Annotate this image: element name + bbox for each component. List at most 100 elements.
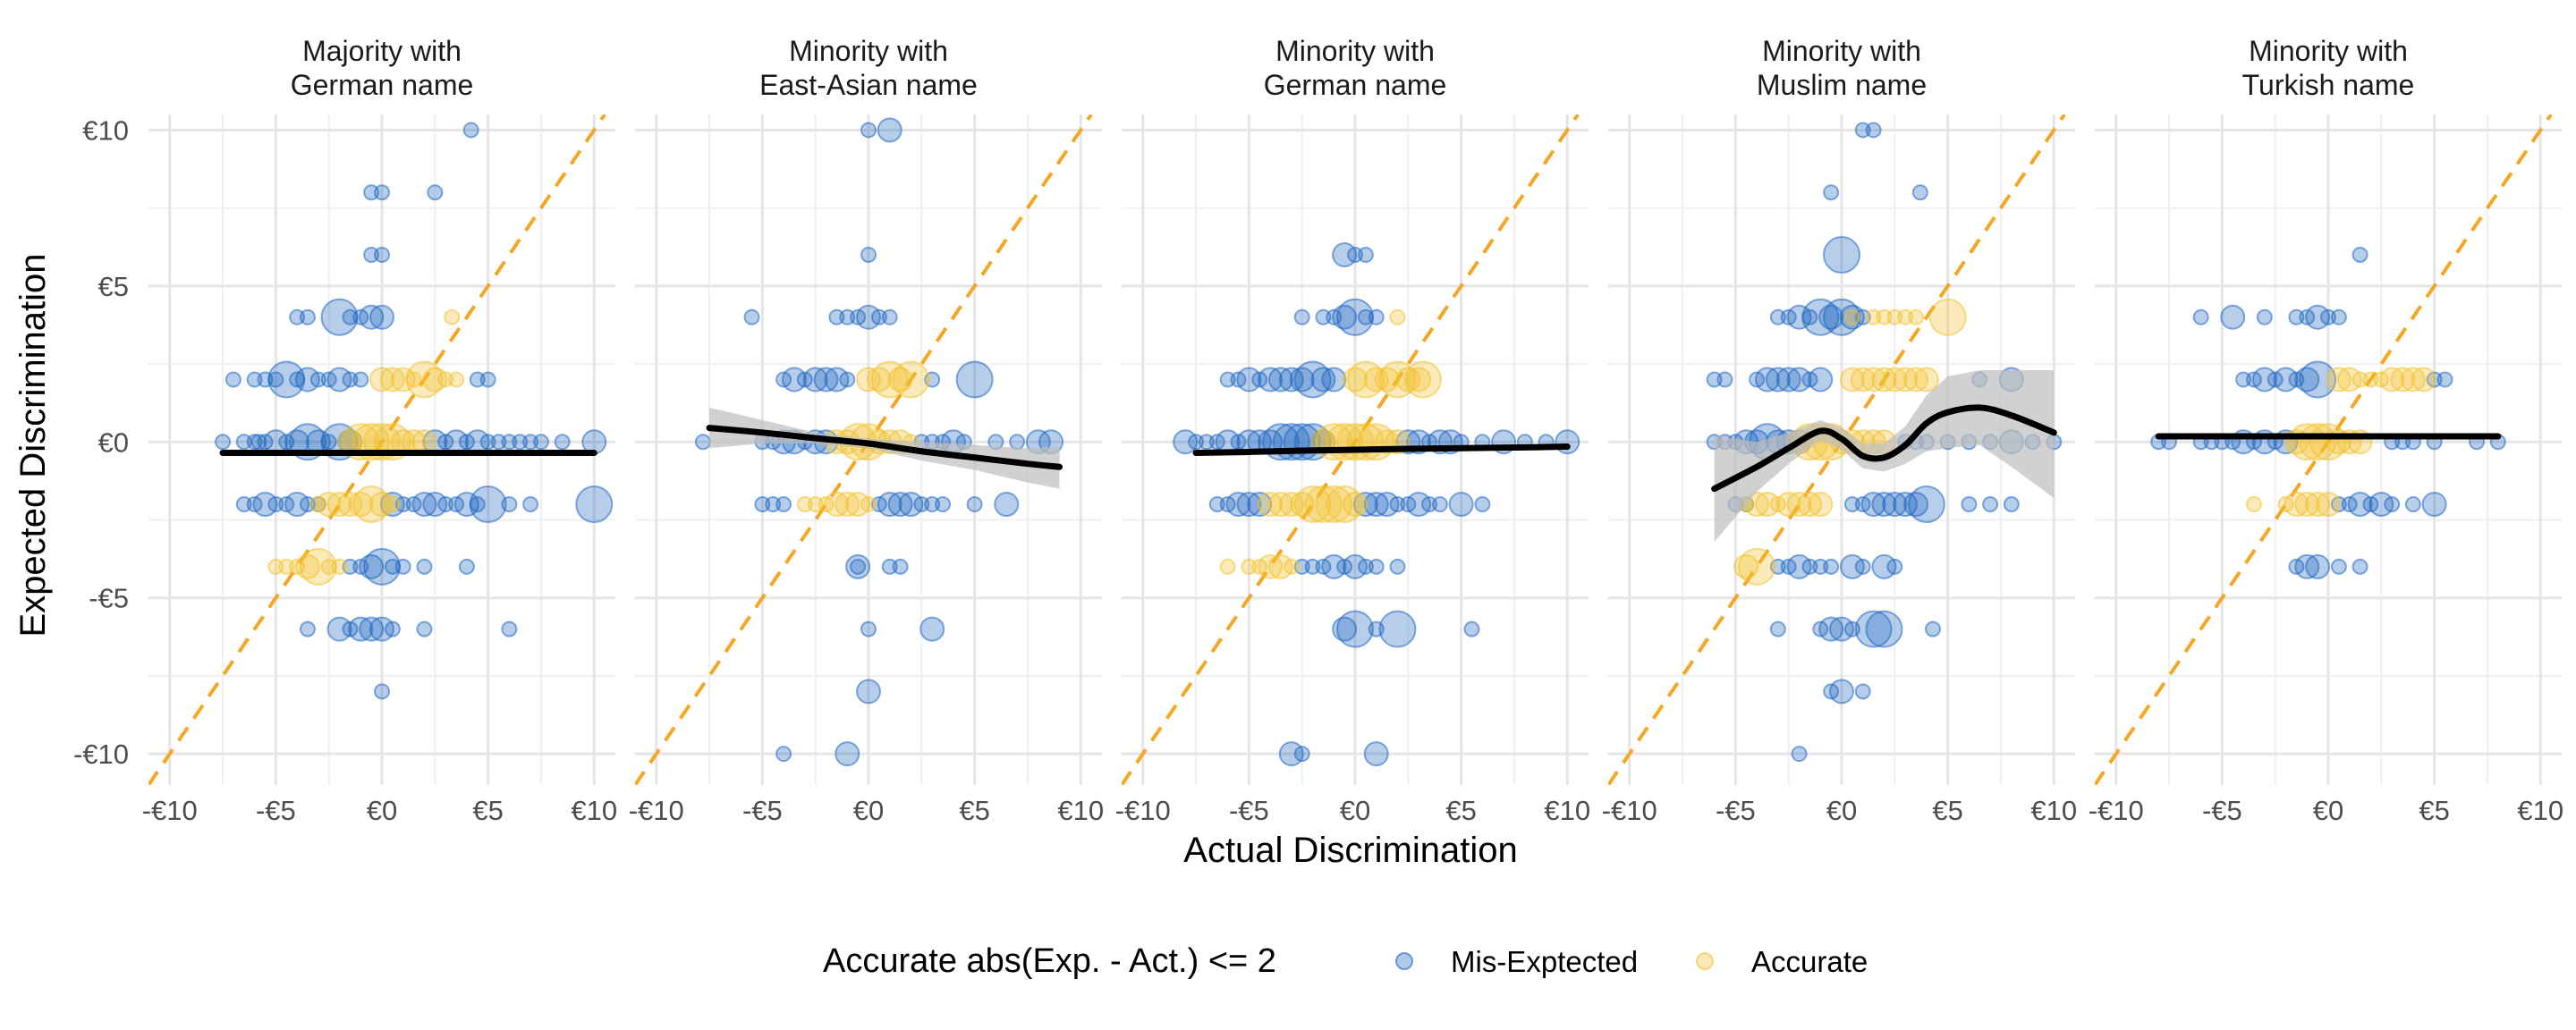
point-accurate xyxy=(1903,367,1929,393)
point-mis-expected xyxy=(320,371,337,388)
point-mis-expected xyxy=(1363,492,1389,518)
point-accurate xyxy=(2390,367,2416,393)
point-mis-expected xyxy=(384,621,401,637)
point-mis-expected xyxy=(2267,371,2284,388)
point-mis-expected xyxy=(458,558,475,575)
point-mis-expected xyxy=(342,621,359,637)
facet-title-line1: Majority with xyxy=(302,35,462,67)
point-mis-expected xyxy=(278,496,295,513)
point-mis-expected xyxy=(1336,610,1374,648)
point-mis-expected xyxy=(2245,371,2262,388)
x-tick-label: -€10 xyxy=(142,795,198,826)
x-tick-label: €0 xyxy=(1340,795,1370,826)
x-tick-label: €10 xyxy=(1057,795,1104,826)
point-mis-expected xyxy=(1474,496,1491,513)
point-mis-expected xyxy=(2220,304,2246,330)
point-mis-expected xyxy=(813,367,839,393)
facet-title-line1: Minority with xyxy=(1275,35,1435,67)
point-mis-expected xyxy=(1321,367,1347,393)
point-mis-expected xyxy=(1812,621,1829,637)
point-mis-expected xyxy=(1865,122,1882,139)
point-accurate xyxy=(2316,492,2341,518)
point-mis-expected xyxy=(1780,308,1797,325)
point-accurate xyxy=(1871,367,1897,393)
point-accurate xyxy=(1860,367,1886,393)
point-accurate xyxy=(1738,547,1776,586)
y-axis-title: Expected Discrimination xyxy=(13,253,53,637)
point-mis-expected xyxy=(299,621,316,637)
point-accurate xyxy=(1378,360,1417,399)
point-mis-expected xyxy=(1775,367,1801,393)
smooth-trend-line xyxy=(1192,443,1571,456)
point-accurate xyxy=(1251,558,1268,575)
point-mis-expected xyxy=(1907,485,1945,524)
point-mis-expected xyxy=(1854,558,1871,575)
point-mis-expected xyxy=(1400,496,1417,513)
point-mis-expected xyxy=(802,367,828,393)
point-mis-expected xyxy=(2192,308,2209,325)
x-tick-label: €10 xyxy=(571,795,617,826)
point-accurate xyxy=(2294,492,2320,518)
x-tick-label: -€10 xyxy=(2089,795,2144,826)
point-mis-expected xyxy=(1818,616,1844,642)
point-accurate xyxy=(1304,485,1343,524)
point-mis-expected xyxy=(1801,298,1840,336)
point-mis-expected xyxy=(2305,553,2331,579)
point-mis-expected xyxy=(1854,496,1871,513)
point-mis-expected xyxy=(2256,308,2273,325)
point-mis-expected xyxy=(994,492,1020,518)
point-accurate xyxy=(1893,367,1919,393)
x-tick-label: -€5 xyxy=(1716,795,1756,826)
point-mis-expected xyxy=(405,496,422,513)
point-mis-expected xyxy=(860,246,877,263)
point-accurate xyxy=(337,492,363,518)
point-mis-expected xyxy=(427,184,444,201)
x-tick-label: €10 xyxy=(2030,795,2077,826)
point-accurate xyxy=(2400,367,2426,393)
point-mis-expected xyxy=(796,371,813,388)
point-mis-expected xyxy=(1258,367,1284,393)
point-mis-expected xyxy=(1208,434,1225,451)
point-mis-expected xyxy=(966,496,983,513)
point-mis-expected xyxy=(775,496,792,513)
point-accurate xyxy=(444,308,461,325)
facet-title-line1: Minority with xyxy=(2249,35,2408,67)
point-mis-expected xyxy=(1886,558,1903,575)
point-mis-expected xyxy=(743,308,760,325)
point-mis-expected xyxy=(374,683,390,700)
point-mis-expected xyxy=(1247,492,1273,518)
x-tick-label: €5 xyxy=(959,795,989,826)
point-accurate xyxy=(1908,308,1925,325)
point-mis-expected xyxy=(1823,184,1840,201)
point-mis-expected xyxy=(775,746,792,763)
y-tick-label: €5 xyxy=(98,271,129,302)
point-mis-expected xyxy=(1716,371,1733,388)
point-mis-expected xyxy=(1293,308,1310,325)
facet-title-line2: Turkish name xyxy=(2242,69,2415,101)
point-mis-expected xyxy=(877,117,902,143)
point-mis-expected xyxy=(1009,434,1026,451)
point-accurate xyxy=(1406,367,1432,393)
point-mis-expected xyxy=(2351,558,2368,575)
point-mis-expected xyxy=(1267,367,1293,393)
point-mis-expected xyxy=(1754,367,1780,393)
point-mis-expected xyxy=(1780,558,1797,575)
point-mis-expected xyxy=(1555,429,1580,455)
point-mis-expected xyxy=(1982,496,1999,513)
point-mis-expected xyxy=(1389,558,1406,575)
point-accurate xyxy=(1775,492,1801,518)
point-mis-expected xyxy=(694,434,711,451)
point-mis-expected xyxy=(1336,558,1353,575)
point-mis-expected xyxy=(352,371,369,388)
facet-title-line1: Minority with xyxy=(789,35,948,67)
point-mis-expected xyxy=(877,492,902,518)
reference-line-y-equals-x xyxy=(635,114,1093,785)
point-mis-expected xyxy=(1363,741,1389,767)
facet-title-line2: East-Asian name xyxy=(759,69,978,101)
point-accurate xyxy=(824,492,850,518)
point-mis-expected xyxy=(1230,371,1247,388)
point-accurate xyxy=(1797,492,1823,518)
point-mis-expected xyxy=(935,496,952,513)
point-mis-expected xyxy=(416,621,433,637)
